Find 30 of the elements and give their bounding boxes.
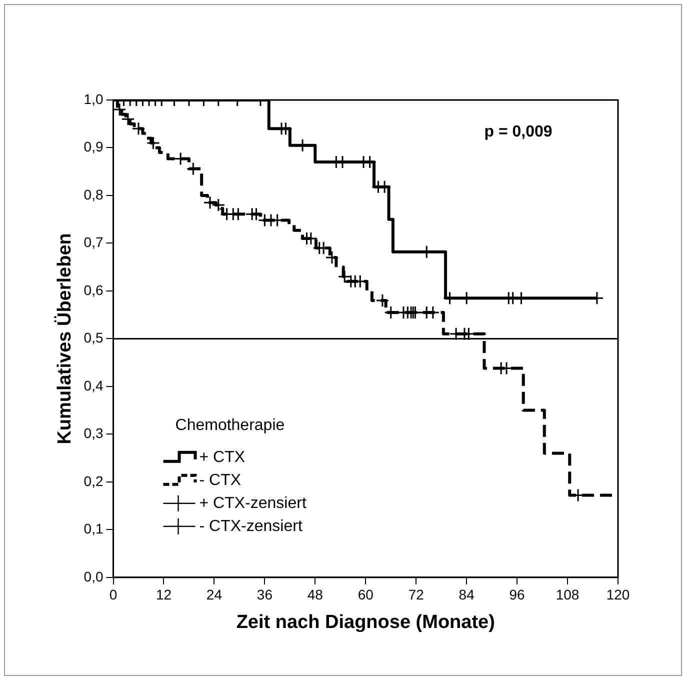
y-axis-title: Kumulatives Überleben xyxy=(54,233,76,444)
y-tick-label: 0,3 xyxy=(84,425,104,442)
x-tick-label: 12 xyxy=(156,586,172,603)
y-tick-label: 0,4 xyxy=(84,377,104,394)
x-axis-title: Zeit nach Diagnose (Monate) xyxy=(236,612,495,633)
y-tick-label: 0,7 xyxy=(84,234,104,250)
y-tick-label: 0,9 xyxy=(84,138,104,155)
y-tick-label: 0,8 xyxy=(84,186,104,202)
y-tick-label: 0,0 xyxy=(84,568,104,584)
legend-label: + CTX-zensiert xyxy=(199,494,307,512)
x-tick-label: 72 xyxy=(408,586,424,603)
legend-label: - CTX xyxy=(199,472,242,489)
x-tick-label: 96 xyxy=(509,586,526,603)
y-tick-label: 0,6 xyxy=(84,282,104,298)
y-tick-label: 0,5 xyxy=(84,330,104,346)
legend-title: Chemotherapie xyxy=(175,416,285,434)
x-tick-label: 0 xyxy=(109,586,118,603)
y-tick-label: 1,0 xyxy=(84,90,104,107)
y-tick-label: 0,1 xyxy=(84,520,104,537)
x-tick-label: 84 xyxy=(458,586,475,603)
legend-label: - CTX-zensiert xyxy=(199,518,303,535)
x-tick-label: 120 xyxy=(606,586,630,603)
x-tick-label: 24 xyxy=(206,586,222,603)
x-tick-label: 60 xyxy=(358,586,374,603)
x-tick-label: 48 xyxy=(307,586,324,603)
x-tick-label: 36 xyxy=(256,586,273,603)
x-tick-label: 108 xyxy=(556,586,580,603)
annotation: p = 0,009 xyxy=(484,123,552,140)
legend-label: + CTX xyxy=(199,448,246,466)
y-tick-label: 0,2 xyxy=(84,472,104,489)
